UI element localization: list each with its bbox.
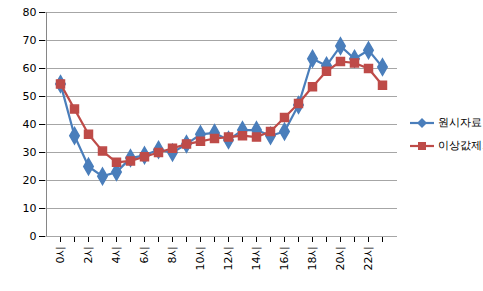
- svg-text:30: 30: [23, 146, 37, 159]
- svg-text:8시: 8시: [166, 246, 179, 264]
- svg-text:2시: 2시: [82, 246, 95, 264]
- html-text:원시자료: 원시자료: [438, 116, 482, 129]
- svg-text:6시: 6시: [138, 246, 151, 264]
- svg-text:20: 20: [23, 174, 37, 187]
- svg-text:70: 70: [23, 34, 37, 47]
- svg-text:0시: 0시: [54, 246, 67, 264]
- svg-text:16시: 16시: [278, 246, 291, 271]
- svg-text:40: 40: [23, 118, 37, 131]
- svg-text:22시: 22시: [362, 246, 375, 271]
- svg-text:10: 10: [23, 202, 37, 215]
- svg-text:10시: 10시: [194, 246, 207, 271]
- svg-text:14시: 14시: [250, 246, 263, 271]
- svg-text:0: 0: [30, 230, 37, 243]
- svg-text:20시: 20시: [334, 246, 347, 271]
- svg-text:80: 80: [23, 6, 37, 19]
- svg-text:50: 50: [23, 90, 37, 103]
- svg-text:18시: 18시: [306, 246, 319, 271]
- svg-text:12시: 12시: [222, 246, 235, 271]
- svg-text:60: 60: [23, 62, 37, 75]
- svg-text:4시: 4시: [110, 246, 123, 264]
